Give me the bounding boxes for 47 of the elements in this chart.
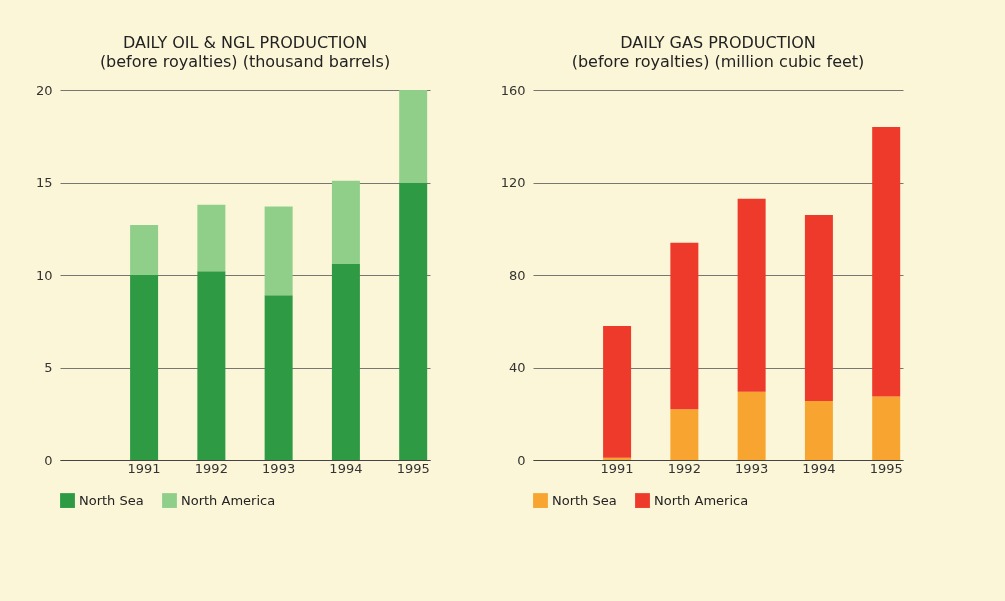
x-tick-label: 1995 bbox=[869, 460, 903, 476]
x-tick-label: 1994 bbox=[802, 460, 836, 476]
chart-title: DAILY OIL & NGL PRODUCTION bbox=[122, 33, 368, 52]
bar bbox=[737, 198, 766, 392]
bar bbox=[130, 275, 159, 460]
y-tick-label: 160 bbox=[500, 82, 526, 98]
x-tick-label: 1993 bbox=[735, 460, 769, 476]
x-tick-label: 1992 bbox=[194, 460, 228, 476]
bar bbox=[264, 295, 293, 460]
y-tick-label: 0 bbox=[517, 452, 526, 468]
y-tick-label: 0 bbox=[44, 452, 53, 468]
bar bbox=[670, 409, 699, 460]
bar bbox=[737, 391, 766, 460]
chart-subtitle: (before royalties) (thousand barrels) bbox=[99, 52, 391, 71]
bar bbox=[804, 401, 833, 460]
bar bbox=[130, 225, 159, 275]
y-tick-label: 20 bbox=[35, 82, 53, 98]
chart-title: DAILY GAS PRODUCTION bbox=[620, 33, 816, 52]
x-tick-label: 1991 bbox=[127, 460, 161, 476]
y-tick-label: 10 bbox=[35, 267, 53, 283]
bar bbox=[872, 127, 901, 397]
bar bbox=[331, 180, 360, 264]
legend-label: North Sea bbox=[79, 492, 144, 508]
y-tick-label: 15 bbox=[35, 175, 53, 190]
bar bbox=[872, 396, 901, 460]
bar bbox=[399, 182, 428, 460]
y-tick-label: 120 bbox=[500, 175, 526, 190]
bar bbox=[804, 214, 833, 402]
legend-label: North Sea bbox=[552, 492, 617, 508]
bar bbox=[603, 325, 632, 458]
legend-label: North America bbox=[181, 492, 276, 508]
bar bbox=[399, 90, 428, 183]
x-tick-label: 1993 bbox=[262, 460, 296, 476]
bar bbox=[197, 271, 226, 460]
bar bbox=[331, 263, 360, 460]
x-tick-label: 1994 bbox=[329, 460, 363, 476]
x-tick-label: 1995 bbox=[396, 460, 430, 476]
bar bbox=[197, 204, 226, 272]
y-tick-label: 40 bbox=[508, 360, 526, 375]
bar bbox=[264, 206, 293, 296]
x-tick-label: 1992 bbox=[667, 460, 701, 476]
y-tick-label: 80 bbox=[508, 267, 526, 283]
chart-subtitle: (before royalties) (million cubic feet) bbox=[571, 52, 865, 71]
x-tick-label: 1991 bbox=[600, 460, 634, 476]
y-tick-label: 5 bbox=[44, 360, 53, 375]
legend-label: North America bbox=[654, 492, 749, 508]
bar bbox=[670, 242, 699, 410]
